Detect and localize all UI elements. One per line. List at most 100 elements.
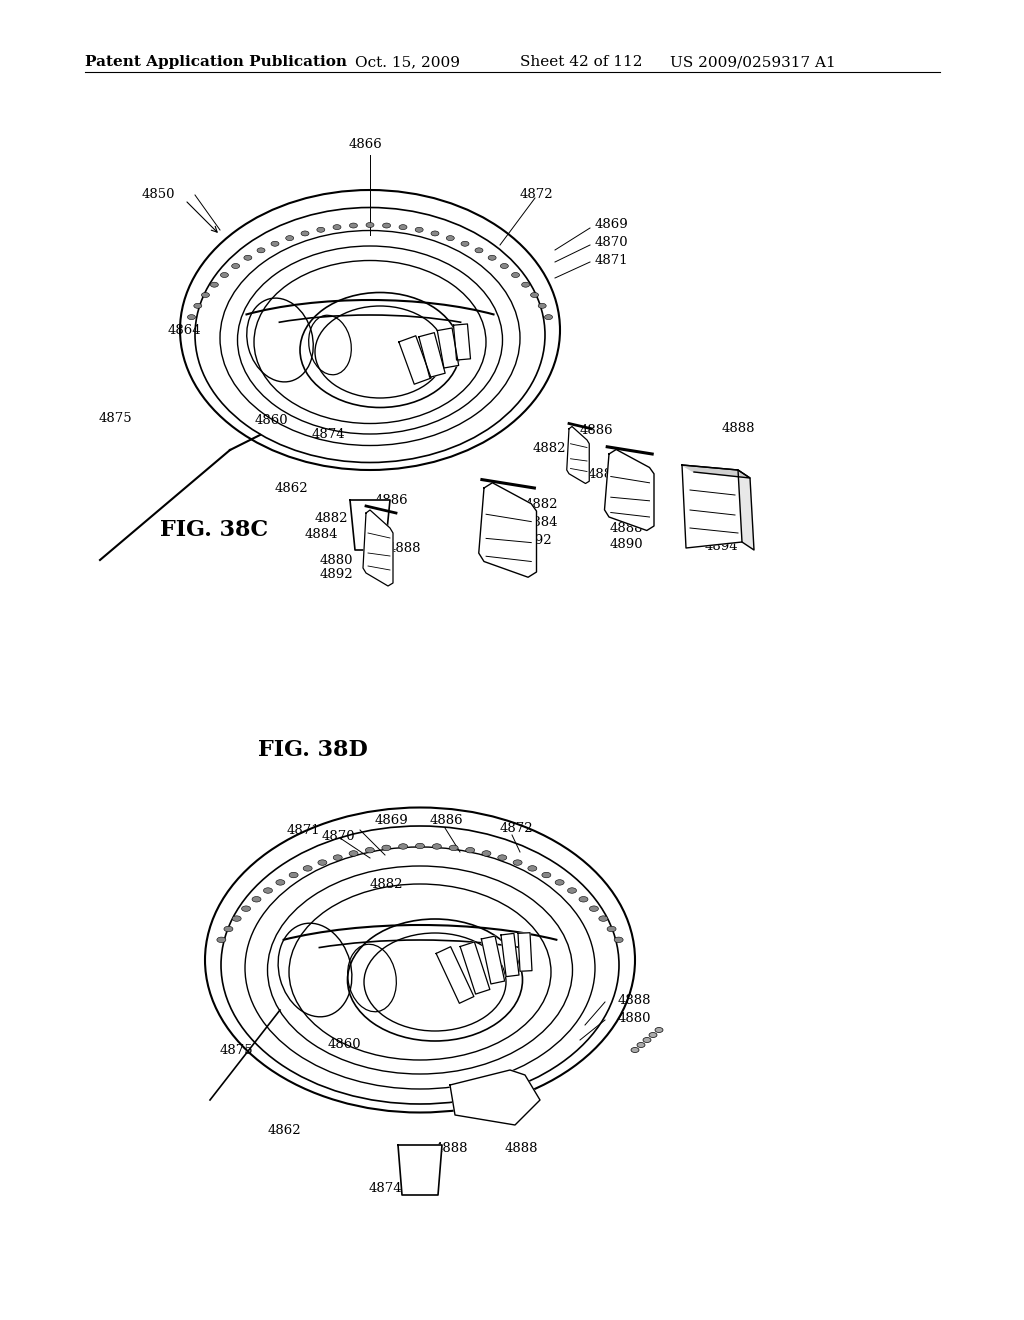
Polygon shape — [398, 1144, 442, 1195]
Ellipse shape — [607, 927, 616, 932]
Text: 4869: 4869 — [595, 219, 629, 231]
Text: 4872: 4872 — [520, 189, 554, 202]
Ellipse shape — [512, 272, 519, 277]
Ellipse shape — [275, 879, 285, 886]
Ellipse shape — [242, 906, 251, 911]
Ellipse shape — [232, 916, 242, 921]
Ellipse shape — [521, 282, 529, 288]
Ellipse shape — [539, 304, 546, 309]
Text: 4862: 4862 — [275, 482, 308, 495]
Text: 4886: 4886 — [588, 469, 622, 482]
Polygon shape — [479, 483, 537, 577]
Ellipse shape — [257, 248, 265, 253]
Text: 4892: 4892 — [319, 569, 353, 582]
Ellipse shape — [498, 855, 507, 861]
Ellipse shape — [501, 264, 508, 268]
Ellipse shape — [655, 1027, 663, 1032]
Ellipse shape — [643, 1038, 651, 1043]
Text: 4872: 4872 — [500, 821, 534, 834]
Ellipse shape — [382, 845, 391, 850]
Text: 4892: 4892 — [518, 533, 552, 546]
Ellipse shape — [303, 866, 312, 871]
Polygon shape — [501, 933, 519, 977]
Text: 4871: 4871 — [595, 253, 629, 267]
Ellipse shape — [482, 850, 490, 857]
Polygon shape — [437, 327, 459, 368]
Ellipse shape — [366, 847, 375, 853]
Ellipse shape — [555, 879, 564, 886]
Ellipse shape — [366, 223, 374, 227]
Ellipse shape — [527, 866, 537, 871]
Ellipse shape — [194, 304, 202, 309]
Text: 4884: 4884 — [524, 516, 558, 528]
Text: 4864: 4864 — [168, 323, 202, 337]
Ellipse shape — [286, 235, 294, 240]
Ellipse shape — [466, 847, 475, 853]
Ellipse shape — [398, 843, 408, 849]
Ellipse shape — [475, 248, 483, 253]
Ellipse shape — [301, 231, 309, 236]
Ellipse shape — [416, 843, 425, 849]
Text: 4894: 4894 — [705, 540, 738, 553]
Ellipse shape — [231, 264, 240, 268]
Text: 4870: 4870 — [595, 235, 629, 248]
Text: 4874: 4874 — [369, 1181, 401, 1195]
Ellipse shape — [649, 1032, 657, 1038]
Ellipse shape — [590, 906, 598, 911]
Ellipse shape — [513, 859, 522, 866]
Ellipse shape — [349, 850, 358, 857]
Text: 4888: 4888 — [610, 521, 643, 535]
Text: FIG. 38C: FIG. 38C — [160, 519, 268, 541]
Polygon shape — [682, 465, 742, 548]
Polygon shape — [454, 323, 470, 360]
Ellipse shape — [631, 1048, 639, 1052]
Text: 4884: 4884 — [610, 483, 643, 496]
Text: 4871: 4871 — [287, 824, 319, 837]
Text: 4875: 4875 — [220, 1044, 254, 1056]
Text: Oct. 15, 2009: Oct. 15, 2009 — [355, 55, 460, 69]
Ellipse shape — [450, 845, 458, 850]
Ellipse shape — [333, 224, 341, 230]
Text: 4860: 4860 — [255, 413, 289, 426]
Ellipse shape — [432, 843, 441, 849]
Polygon shape — [682, 465, 750, 478]
Text: 4886: 4886 — [430, 813, 464, 826]
Ellipse shape — [224, 927, 232, 932]
Ellipse shape — [461, 242, 469, 247]
Ellipse shape — [415, 227, 423, 232]
Ellipse shape — [271, 242, 279, 247]
Ellipse shape — [399, 224, 407, 230]
Polygon shape — [362, 510, 393, 586]
Polygon shape — [436, 946, 474, 1003]
Text: 4860: 4860 — [328, 1039, 361, 1052]
Text: 4888: 4888 — [388, 541, 422, 554]
Text: FIG. 38D: FIG. 38D — [258, 739, 368, 762]
Text: 4875: 4875 — [98, 412, 132, 425]
Polygon shape — [419, 333, 445, 378]
Ellipse shape — [349, 223, 357, 228]
Ellipse shape — [431, 231, 439, 236]
Ellipse shape — [530, 293, 539, 297]
Polygon shape — [738, 470, 754, 550]
Text: 4882: 4882 — [524, 499, 558, 511]
Text: 4888: 4888 — [700, 524, 733, 536]
Text: 4882: 4882 — [314, 511, 348, 524]
Text: 4866: 4866 — [348, 139, 382, 152]
Ellipse shape — [210, 282, 218, 288]
Text: 4888: 4888 — [505, 1142, 539, 1155]
Text: 4886: 4886 — [580, 424, 613, 437]
Text: 4890: 4890 — [610, 539, 644, 552]
Polygon shape — [518, 933, 532, 972]
Text: 4882: 4882 — [532, 441, 566, 454]
Text: 4888: 4888 — [722, 421, 756, 434]
Ellipse shape — [187, 314, 196, 319]
Ellipse shape — [289, 873, 298, 878]
Ellipse shape — [614, 937, 624, 942]
Polygon shape — [398, 335, 431, 384]
Ellipse shape — [545, 314, 553, 319]
Ellipse shape — [599, 916, 608, 921]
Text: 4888: 4888 — [435, 1142, 469, 1155]
Text: 4870: 4870 — [322, 830, 355, 843]
Ellipse shape — [316, 227, 325, 232]
Ellipse shape — [333, 855, 342, 861]
